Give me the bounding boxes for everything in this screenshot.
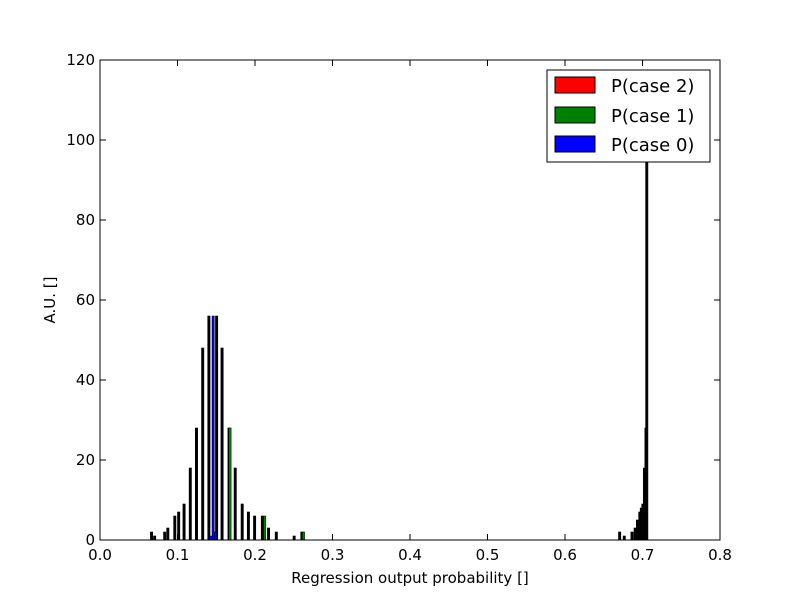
y-tick-label-1: 20 xyxy=(76,451,95,469)
bar-series-3-21 xyxy=(292,535,296,541)
bar-series-3-0 xyxy=(150,531,154,541)
bar-series-3-11 xyxy=(215,315,219,541)
bar-series-3-33 xyxy=(645,139,649,541)
bar-series-3-27 xyxy=(635,519,639,541)
legend-swatch-case-1 xyxy=(554,106,596,124)
bar-series-3-7 xyxy=(188,467,192,541)
bar-series-0-1 xyxy=(209,535,213,541)
bar-series-3-26 xyxy=(633,527,637,541)
legend-label-case-0: P(case 0) xyxy=(611,135,694,156)
bar-series-3-19 xyxy=(267,527,271,541)
x-tick-label-0: 0.0 xyxy=(88,546,112,564)
x-tick-label-2: 0.2 xyxy=(243,546,267,564)
y-tick-label-0: 0 xyxy=(85,531,95,549)
y-tick-label-5: 100 xyxy=(66,131,95,149)
bar-series-3-8 xyxy=(195,427,198,541)
legend-label-case-2: P(case 2) xyxy=(611,76,694,97)
bar-series-3-12 xyxy=(220,347,224,541)
legend-swatch-case-2 xyxy=(554,76,596,94)
bar-series-3-18 xyxy=(260,515,264,541)
legend-label-case-1: P(case 1) xyxy=(611,106,694,127)
legend-swatch-case-0 xyxy=(554,135,596,153)
bar-series-1-1 xyxy=(263,515,267,541)
bar-series-1-2 xyxy=(302,531,305,541)
x-tick-label-1: 0.1 xyxy=(166,546,190,564)
bar-series-3-6 xyxy=(182,503,186,541)
bar-series-0-2 xyxy=(214,531,217,541)
bar-series-3-25 xyxy=(630,531,634,541)
bar-series-3-9 xyxy=(201,347,205,541)
bar-series-3-24 xyxy=(622,535,626,541)
y-tick-label-2: 40 xyxy=(76,371,95,389)
bar-series-3-1 xyxy=(153,535,157,541)
x-tick-label-4: 0.4 xyxy=(398,546,422,564)
legend: P(case 2) P(case 1) P(case 0) xyxy=(546,69,711,163)
bar-series-3-14 xyxy=(233,467,237,541)
bar-series-3-2 xyxy=(163,531,167,541)
x-tick-label-6: 0.6 xyxy=(553,546,577,564)
bar-series-3-16 xyxy=(246,511,250,541)
bar-series-3-4 xyxy=(173,515,177,541)
x-tick-label-5: 0.5 xyxy=(476,546,500,564)
y-tick-label-6: 120 xyxy=(66,51,95,69)
x-tick-label-7: 0.7 xyxy=(631,546,655,564)
bar-series-3-15 xyxy=(240,503,244,541)
bar-series-3-3 xyxy=(166,527,170,541)
y-tick-label-3: 60 xyxy=(76,291,95,309)
bar-series-1-0 xyxy=(228,427,232,541)
bar-series-3-23 xyxy=(618,531,622,541)
x-tick-label-8: 0.8 xyxy=(708,546,732,564)
plot-frame xyxy=(99,59,721,541)
x-tick-label-3: 0.3 xyxy=(321,546,345,564)
bars-group xyxy=(150,139,649,541)
bar-series-0-0 xyxy=(211,315,215,541)
y-axis-label: A.U. [] xyxy=(41,277,59,324)
y-tick-labels: 0 20 40 60 80 100 120 xyxy=(66,51,95,549)
x-tick-labels: 0.0 0.1 0.2 0.3 0.4 0.5 0.6 0.7 0.8 xyxy=(88,546,732,564)
x-axis-label: Regression output probability [] xyxy=(291,569,529,587)
bar-series-3-10 xyxy=(207,315,211,541)
y-tick-label-4: 80 xyxy=(76,211,95,229)
bar-series-3-20 xyxy=(274,531,278,541)
